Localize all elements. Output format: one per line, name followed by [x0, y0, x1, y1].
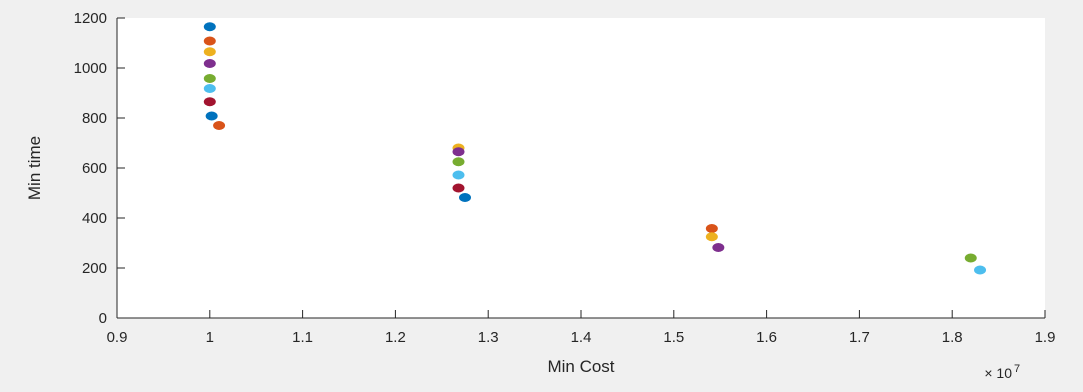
- x-tick-label: 1: [206, 329, 214, 346]
- data-point: [203, 36, 216, 46]
- x-tick-label: 1.3: [478, 329, 499, 346]
- y-tick-label: 200: [82, 260, 107, 277]
- x-tick-label: 1.5: [663, 329, 684, 346]
- y-tick-label: 800: [82, 110, 107, 127]
- x-tick-label: 1.4: [571, 329, 592, 346]
- data-point: [452, 147, 465, 157]
- data-point: [452, 157, 465, 167]
- x-tick-label: 1.6: [756, 329, 777, 346]
- data-point: [459, 193, 471, 202]
- y-axis-label: Min time: [25, 136, 44, 200]
- data-point: [705, 224, 718, 233]
- data-point: [964, 253, 977, 263]
- x-tick-label: 1.2: [385, 329, 406, 346]
- data-point: [974, 265, 987, 275]
- x-tick-label: 1.1: [292, 329, 313, 346]
- y-tick-label: 0: [99, 310, 107, 327]
- x-tick-label: 1.9: [1035, 329, 1056, 346]
- y-tick-label: 400: [82, 210, 107, 227]
- data-point: [203, 84, 216, 93]
- x-tick-label: 1.8: [942, 329, 963, 346]
- data-point: [452, 170, 465, 180]
- y-tick-label: 600: [82, 160, 107, 177]
- data-points: [203, 22, 987, 275]
- x-tick-label: 1.7: [849, 329, 870, 346]
- y-tick-label: 1200: [74, 10, 107, 27]
- x-tick-label: 0.9: [107, 329, 128, 346]
- data-point: [203, 74, 216, 83]
- data-point: [712, 243, 725, 252]
- data-point: [203, 97, 216, 107]
- x-ticks: 0.9 1 1.1 1.2 1.3 1.4 1.5 1.6 1.7 1.8 1.9: [107, 310, 1056, 346]
- x-multiplier-label: × 10: [984, 365, 1012, 381]
- x-axis-label: Min Cost: [547, 357, 614, 376]
- data-point: [205, 111, 218, 121]
- data-point: [452, 183, 465, 193]
- y-ticks: 0 200 400 600 800 1000 1200: [74, 10, 125, 327]
- data-point: [705, 232, 718, 242]
- plot-area: [117, 18, 1045, 318]
- data-point: [213, 121, 226, 130]
- data-point: [203, 59, 216, 68]
- x-multiplier-exponent: 7: [1014, 363, 1020, 375]
- data-point: [203, 22, 216, 32]
- y-tick-label: 1000: [74, 60, 107, 77]
- data-point: [203, 47, 216, 57]
